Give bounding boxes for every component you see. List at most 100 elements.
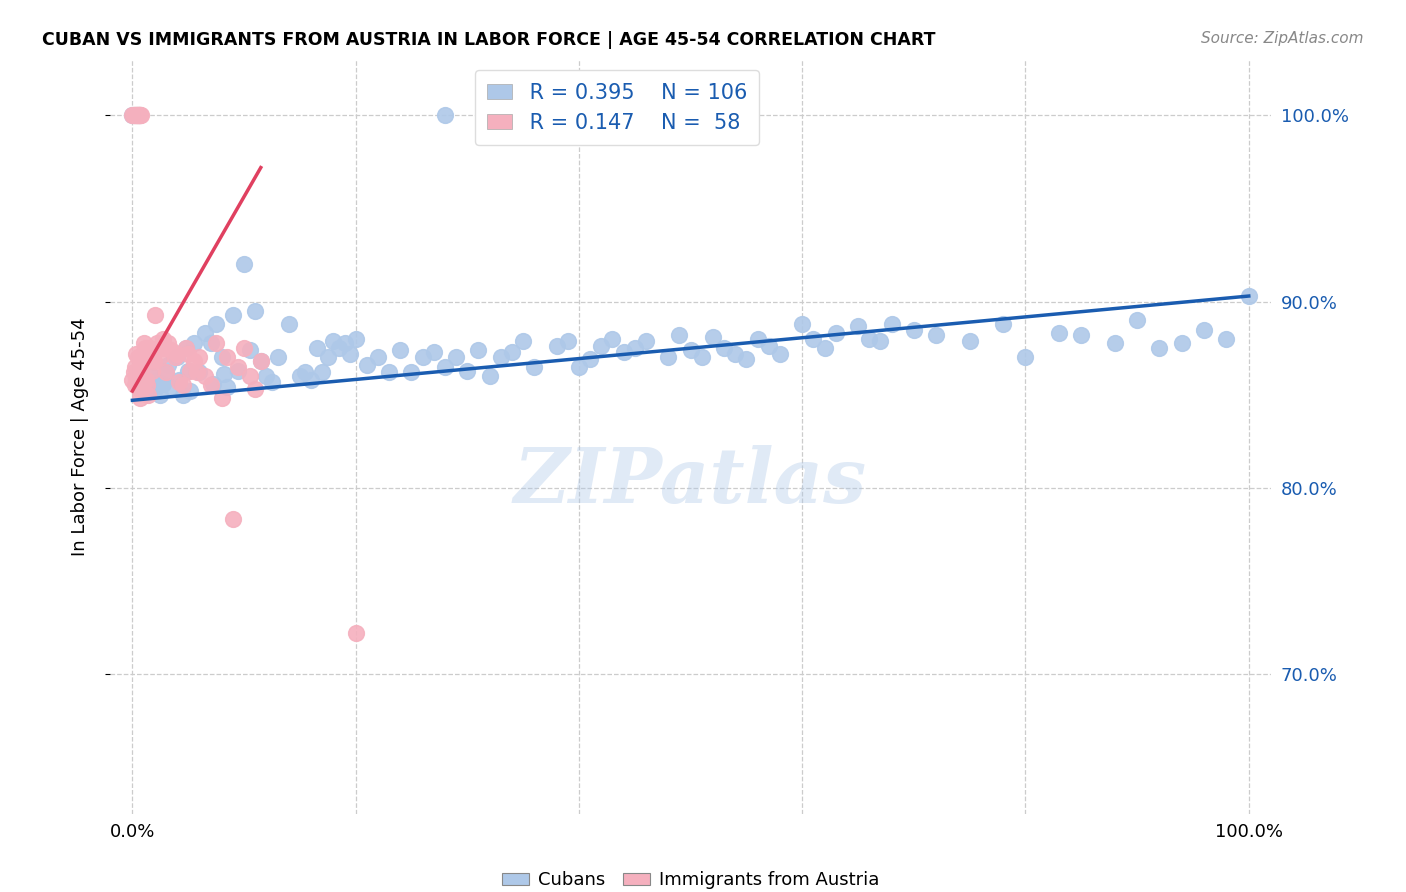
Point (724, 347, 747, 361)
Point (1104, 335, 1126, 350)
Point (602, 332, 624, 346)
Point (456, 363, 478, 377)
Point (478, 369, 501, 384)
Point (174, 341, 197, 355)
Point (129, 392, 152, 406)
Point (131, 359, 153, 374)
Point (239, 369, 262, 384)
Point (141, 363, 163, 377)
Point (869, 334, 891, 348)
Point (200, 335, 222, 350)
Point (925, 328, 948, 343)
Point (160, 380, 183, 394)
Point (122, 108, 145, 122)
Point (127, 378, 149, 392)
Point (412, 351, 434, 365)
Point (769, 347, 792, 361)
Point (143, 382, 166, 396)
Point (1192, 322, 1215, 336)
Point (135, 385, 157, 400)
Point (169, 373, 191, 387)
Point (139, 341, 162, 355)
Point (1171, 335, 1194, 350)
Point (129, 108, 152, 122)
Point (333, 335, 356, 350)
Point (211, 392, 233, 406)
Point (179, 384, 201, 398)
Point (690, 351, 713, 365)
Point (135, 378, 157, 392)
Point (125, 108, 148, 122)
Point (222, 512, 245, 526)
Point (138, 376, 160, 391)
Point (166, 351, 188, 365)
Point (1126, 313, 1149, 327)
Point (128, 108, 150, 122)
Point (501, 344, 523, 359)
Point (128, 108, 150, 122)
Point (132, 378, 155, 392)
Point (174, 341, 197, 355)
Point (157, 358, 180, 372)
Point (127, 351, 149, 365)
Point (169, 375, 191, 389)
Point (121, 373, 143, 387)
Point (166, 347, 188, 361)
Point (155, 365, 177, 379)
Point (122, 108, 145, 122)
Point (211, 351, 233, 365)
Point (367, 351, 389, 365)
Point (163, 351, 186, 365)
Point (146, 373, 169, 387)
Point (201, 376, 224, 391)
Point (125, 108, 148, 122)
Point (194, 369, 217, 384)
Text: Source: ZipAtlas.com: Source: ZipAtlas.com (1201, 31, 1364, 46)
Point (1215, 332, 1237, 346)
Point (155, 365, 177, 379)
Point (132, 335, 155, 350)
Point (339, 347, 361, 361)
Point (591, 339, 613, 353)
Point (146, 335, 169, 350)
Point (233, 257, 256, 271)
Point (245, 304, 267, 318)
Point (846, 318, 869, 333)
Point (758, 339, 780, 353)
Point (546, 339, 568, 353)
Point (344, 332, 367, 346)
Point (824, 326, 846, 341)
Point (316, 351, 339, 365)
Point (523, 359, 546, 374)
Point (959, 334, 981, 348)
Point (813, 341, 835, 355)
Point (579, 352, 602, 367)
Point (122, 365, 145, 379)
Point (134, 341, 156, 355)
Point (222, 308, 245, 322)
Point (735, 352, 758, 367)
Point (266, 351, 288, 365)
Point (378, 365, 401, 379)
Point (121, 108, 143, 122)
Point (389, 343, 412, 357)
Point (239, 343, 262, 357)
Point (200, 378, 222, 392)
Point (128, 382, 150, 396)
Point (172, 378, 194, 392)
Point (129, 108, 152, 122)
Text: CUBAN VS IMMIGRANTS FROM AUSTRIA IN LABOR FORCE | AGE 45-54 CORRELATION CHART: CUBAN VS IMMIGRANTS FROM AUSTRIA IN LABO… (42, 31, 935, 49)
Point (249, 354, 271, 368)
Point (124, 359, 146, 374)
Y-axis label: In Labor Force | Age 45-54: In Labor Force | Age 45-54 (72, 318, 89, 556)
Point (125, 363, 148, 377)
Point (568, 359, 591, 374)
Point (991, 317, 1014, 331)
Point (152, 341, 174, 355)
Point (344, 626, 367, 640)
Point (188, 365, 211, 379)
Point (623, 341, 645, 355)
Point (205, 317, 228, 331)
Point (124, 378, 146, 392)
Point (131, 108, 153, 122)
